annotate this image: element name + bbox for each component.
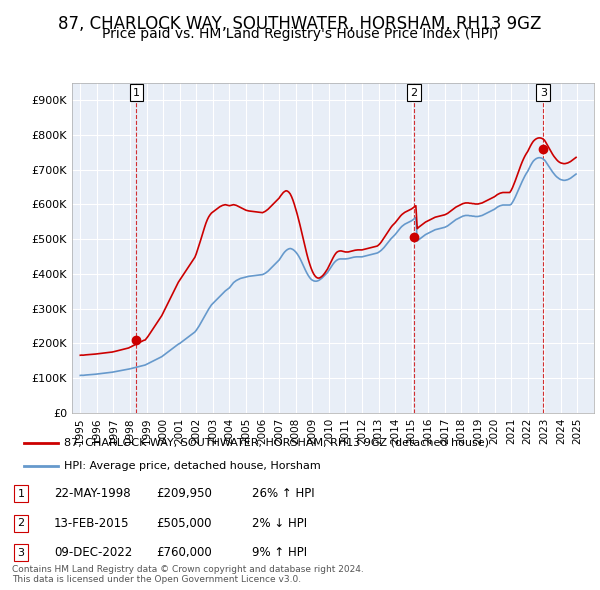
Text: 2% ↓ HPI: 2% ↓ HPI xyxy=(252,517,307,530)
Text: Price paid vs. HM Land Registry's House Price Index (HPI): Price paid vs. HM Land Registry's House … xyxy=(102,27,498,41)
Text: £209,950: £209,950 xyxy=(156,487,212,500)
Text: 1: 1 xyxy=(17,489,25,499)
Text: 09-DEC-2022: 09-DEC-2022 xyxy=(54,546,132,559)
Text: 87, CHARLOCK WAY, SOUTHWATER, HORSHAM, RH13 9GZ: 87, CHARLOCK WAY, SOUTHWATER, HORSHAM, R… xyxy=(58,15,542,33)
Text: 26% ↑ HPI: 26% ↑ HPI xyxy=(252,487,314,500)
Text: 2: 2 xyxy=(17,519,25,528)
Text: Contains HM Land Registry data © Crown copyright and database right 2024.
This d: Contains HM Land Registry data © Crown c… xyxy=(12,565,364,584)
Text: 1: 1 xyxy=(133,87,140,97)
Text: 87, CHARLOCK WAY, SOUTHWATER, HORSHAM, RH13 9GZ (detached house): 87, CHARLOCK WAY, SOUTHWATER, HORSHAM, R… xyxy=(64,438,489,448)
Text: £760,000: £760,000 xyxy=(156,546,212,559)
Text: 3: 3 xyxy=(540,87,547,97)
Text: HPI: Average price, detached house, Horsham: HPI: Average price, detached house, Hors… xyxy=(64,461,320,471)
Text: 13-FEB-2015: 13-FEB-2015 xyxy=(54,517,130,530)
Text: 2: 2 xyxy=(410,87,417,97)
Text: £505,000: £505,000 xyxy=(156,517,212,530)
Text: 9% ↑ HPI: 9% ↑ HPI xyxy=(252,546,307,559)
Text: 22-MAY-1998: 22-MAY-1998 xyxy=(54,487,131,500)
Text: 3: 3 xyxy=(17,548,25,558)
